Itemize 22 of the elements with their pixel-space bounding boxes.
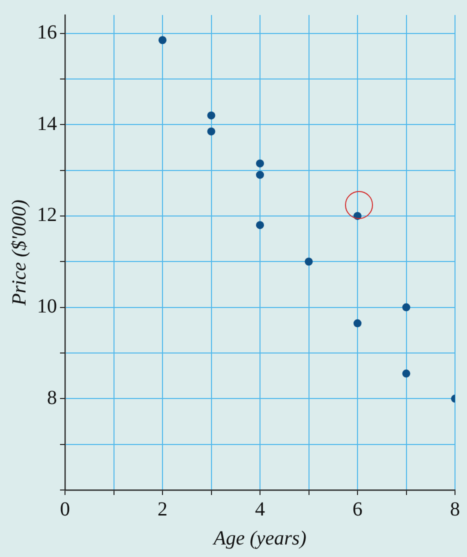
point — [354, 319, 362, 328]
point — [256, 221, 264, 230]
point — [256, 159, 264, 168]
y-tick-label: 10 — [37, 296, 57, 318]
point — [207, 127, 216, 136]
point — [402, 370, 410, 378]
y-tick-label: 14 — [37, 112, 57, 135]
y-tick-label: 12 — [37, 204, 57, 226]
y-tick-label: 8 — [47, 386, 57, 409]
y-axis-title: Price ($'000) — [8, 199, 30, 306]
x-tick-label: 2 — [158, 498, 168, 520]
point — [304, 258, 313, 266]
y-tick-label: 16 — [37, 22, 57, 44]
point — [256, 170, 264, 179]
x-tick-label: 6 — [352, 498, 362, 520]
point — [402, 303, 410, 312]
x-tick-label: 8 — [450, 498, 460, 520]
x-tick-label: 4 — [255, 498, 265, 520]
point — [158, 36, 166, 44]
x-axis-title: Age (years) — [212, 527, 307, 550]
point — [207, 111, 216, 120]
x-tick-label: 0 — [60, 498, 70, 520]
